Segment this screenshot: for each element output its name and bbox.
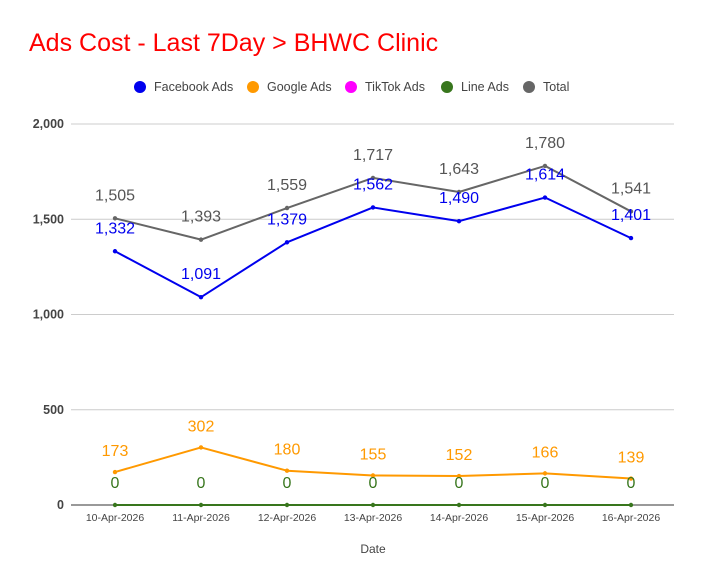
data-point [456, 218, 462, 224]
data-point [628, 476, 634, 481]
data-point [542, 471, 548, 476]
x-tick-label: 15-Apr-2026 [516, 512, 575, 524]
data-point [456, 473, 462, 479]
legend-label: Total [543, 80, 570, 94]
x-tick-label: 11-Apr-2026 [172, 512, 230, 524]
data-point [456, 502, 462, 508]
data-label: 1,379 [267, 211, 307, 228]
data-label: 166 [532, 444, 559, 461]
data-label: 1,091 [181, 266, 221, 283]
legend-swatch [134, 81, 146, 93]
data-label: 0 [197, 475, 206, 492]
data-label: 1,643 [439, 161, 479, 178]
data-point [198, 237, 204, 242]
legend-item: TikTok Ads [345, 80, 425, 94]
data-label: 0 [627, 475, 636, 492]
data-label: 1,401 [611, 207, 651, 224]
data-point [542, 502, 548, 508]
legend-item: Line Ads [441, 80, 509, 94]
data-label: 155 [360, 446, 387, 463]
data-label: 0 [455, 475, 464, 492]
data-label: 0 [541, 475, 550, 492]
legend-swatch [345, 81, 357, 93]
legend-label: Line Ads [461, 80, 509, 94]
y-tick-label: 2,000 [33, 117, 64, 131]
legend-item: Total [523, 80, 569, 94]
data-label: 0 [369, 475, 378, 492]
data-point [370, 473, 376, 478]
data-point [628, 235, 634, 241]
data-label: 0 [111, 475, 120, 492]
legend-swatch [441, 81, 453, 93]
data-point [456, 189, 462, 195]
legend-label: Google Ads [267, 80, 332, 94]
data-point [198, 294, 204, 300]
data-label: 0 [283, 475, 292, 492]
data-label: 180 [274, 442, 301, 459]
legend-label: Facebook Ads [154, 80, 234, 94]
data-label: 139 [618, 450, 645, 467]
data-point [370, 175, 376, 181]
data-point [370, 502, 376, 508]
data-point [542, 195, 548, 200]
data-point [284, 240, 290, 245]
data-label: 1,332 [95, 220, 135, 237]
y-tick-label: 500 [43, 403, 64, 417]
legend-label: TikTok Ads [365, 80, 425, 94]
data-point [112, 249, 118, 254]
data-point [284, 468, 290, 473]
data-point [284, 502, 290, 508]
chart-title: Ads Cost - Last 7Day > BHWC Clinic [29, 29, 439, 57]
legend-item: Facebook Ads [134, 80, 233, 94]
x-tick-label: 14-Apr-2026 [430, 512, 489, 524]
data-label: 1,559 [267, 177, 307, 194]
data-point [112, 469, 118, 475]
data-label: 302 [188, 418, 215, 435]
data-point [284, 205, 290, 211]
data-point [112, 216, 118, 221]
data-point [628, 209, 634, 214]
data-label: 1,505 [95, 187, 135, 204]
y-tick-label: 1,000 [33, 308, 64, 322]
y-tick-label: 0 [57, 498, 64, 512]
x-tick-label: 12-Apr-2026 [258, 512, 317, 524]
y-tick-label: 1,500 [33, 212, 64, 226]
x-tick-label: 16-Apr-2026 [602, 512, 661, 524]
x-axis-title: Date [360, 542, 386, 556]
data-label: 1,541 [611, 180, 651, 197]
data-label: 1,614 [525, 167, 565, 184]
legend-item: Google Ads [247, 80, 332, 94]
data-label: 1,490 [439, 190, 479, 207]
data-point [198, 502, 204, 508]
x-tick-label: 10-Apr-2026 [86, 512, 145, 524]
data-label: 1,562 [353, 176, 393, 193]
data-label: 152 [446, 447, 473, 464]
data-label: 173 [102, 443, 129, 460]
data-label: 1,393 [181, 209, 221, 226]
chart-legend: Facebook Ads Google Ads TikTok Ads Line Ads… [0, 80, 704, 98]
legend-swatch [523, 81, 535, 93]
data-point [112, 502, 118, 508]
legend-swatch [247, 81, 259, 93]
data-label: 1,780 [525, 135, 565, 152]
x-tick-label: 13-Apr-2026 [344, 512, 403, 524]
data-label: 1,717 [353, 147, 393, 164]
data-point [628, 502, 634, 508]
data-point [370, 205, 376, 210]
data-point [198, 445, 204, 450]
data-point [542, 163, 548, 169]
